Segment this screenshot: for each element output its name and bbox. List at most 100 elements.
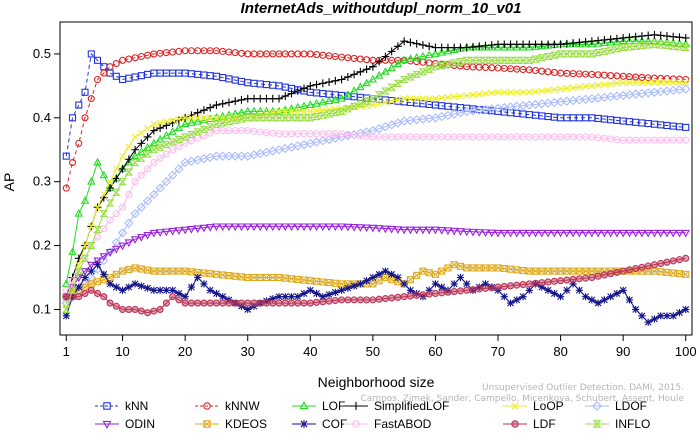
legend-marker-INFLO <box>592 420 602 428</box>
point-ODIN-99 <box>675 229 684 238</box>
point-SimplifiedLOF-97 <box>663 32 671 40</box>
point-LDF-56 <box>406 292 414 300</box>
point-SimplifiedLOF-35 <box>275 94 283 103</box>
point-COF-14 <box>144 284 152 292</box>
point-SimplifiedLOF-53 <box>387 47 396 56</box>
point-COF-23 <box>200 280 208 288</box>
point-ODIN-43 <box>324 223 334 232</box>
point-SimplifiedLOF-81 <box>562 39 571 48</box>
point-ODIN-21 <box>187 226 196 234</box>
point-INFLO-94 <box>643 41 653 49</box>
point-LoOP-81 <box>563 85 571 92</box>
point-SimplifiedLOF-17 <box>162 121 171 130</box>
point-LDF-44 <box>331 296 339 305</box>
point-ODIN-7 <box>99 253 109 261</box>
point-INFLO-29 <box>237 115 246 123</box>
point-INFLO-16 <box>155 143 165 151</box>
legend-item-ODIN: ODIN <box>95 417 155 431</box>
point-kNN-5 <box>87 50 95 58</box>
point-LDOF-18 <box>167 170 178 180</box>
point-LoOP-93 <box>638 79 646 87</box>
point-SimplifiedLOF-91 <box>625 33 634 42</box>
point-SimplifiedLOF-15 <box>149 126 158 135</box>
point-ODIN-67 <box>475 229 484 237</box>
point-LOF-32 <box>256 106 265 115</box>
point-LOF-90 <box>618 36 628 45</box>
point-SimplifiedLOF-67 <box>475 42 484 51</box>
point-LoOP-70 <box>494 88 502 96</box>
point-INFLO-79 <box>550 51 559 59</box>
point-INFLO-34 <box>268 114 278 122</box>
point-LOF-56 <box>406 54 415 62</box>
point-LDF-42 <box>319 298 327 306</box>
point-ODIN-11 <box>124 239 134 248</box>
point-SimplifiedLOF-98 <box>669 32 678 41</box>
point-COF-77 <box>538 283 546 291</box>
point-INFLO-50 <box>368 95 378 103</box>
point-LoOP-97 <box>663 79 671 87</box>
point-SimplifiedLOF-29 <box>237 96 246 104</box>
point-COF-97 <box>663 312 671 320</box>
point-INFLO-53 <box>387 83 396 91</box>
point-LOF-2 <box>68 247 77 255</box>
legend-marker-ODIN <box>102 420 112 429</box>
point-INFLO-61 <box>437 61 447 69</box>
series-markers-LOF <box>62 36 690 287</box>
point-ODIN-1 <box>62 293 71 302</box>
point-INFLO-31 <box>249 114 259 122</box>
point-COF-91 <box>625 296 634 304</box>
series-FastABOD <box>62 127 690 294</box>
point-LoOP-18 <box>169 116 177 124</box>
legend-marker-LDF <box>511 420 519 428</box>
point-LDF-57 <box>413 291 421 299</box>
point-COF-5 <box>87 267 95 275</box>
point-INFLO-39 <box>299 114 309 122</box>
point-ODIN-80 <box>556 229 565 238</box>
point-LDF-65 <box>463 286 471 294</box>
point-LDF-34 <box>269 299 277 307</box>
point-LDF-3 <box>75 293 83 301</box>
point-COF-93 <box>638 312 646 320</box>
point-COF-56 <box>406 286 415 294</box>
point-INFLO-63 <box>449 59 459 67</box>
point-ODIN-93 <box>637 229 647 238</box>
legend-item-SimplifiedLOF: SimplifiedLOF <box>344 399 449 413</box>
point-COF-4 <box>81 273 89 282</box>
point-ODIN-68 <box>481 229 490 238</box>
point-COF-47 <box>350 282 358 290</box>
point-ODIN-32 <box>256 223 265 232</box>
point-INFLO-14 <box>143 150 152 158</box>
point-ODIN-61 <box>437 227 446 235</box>
point-LDF-19 <box>175 296 183 304</box>
point-INFLO-3 <box>74 267 84 275</box>
point-ODIN-53 <box>387 225 396 234</box>
point-ODIN-64 <box>456 228 465 236</box>
point-LOF-95 <box>650 36 659 45</box>
point-INFLO-91 <box>625 43 634 51</box>
point-LDOF-4 <box>80 279 90 289</box>
point-LDF-87 <box>600 271 608 279</box>
point-LDOF-7 <box>99 255 109 266</box>
point-LDOF-100 <box>681 84 691 94</box>
point-COF-85 <box>588 296 596 304</box>
point-LOF-4 <box>80 196 90 204</box>
point-LDF-75 <box>525 280 533 288</box>
point-LDF-49 <box>363 296 371 304</box>
legend-marker-COF <box>300 420 308 428</box>
point-COF-19 <box>175 289 183 298</box>
point-kNNW-6 <box>93 75 102 84</box>
point-LDF-4 <box>81 289 89 298</box>
point-LOF-50 <box>368 74 378 83</box>
point-INFLO-2 <box>68 286 77 294</box>
point-ODIN-23 <box>199 224 209 233</box>
point-LDF-48 <box>356 296 364 304</box>
point-SimplifiedLOF-41 <box>312 80 321 89</box>
point-SimplifiedLOF-50 <box>368 62 377 71</box>
point-COF-51 <box>375 270 383 278</box>
point-INFLO-18 <box>168 138 177 146</box>
point-COF-20 <box>181 293 189 301</box>
point-LoOP-23 <box>200 114 208 122</box>
legend-item-LOF: LOF <box>292 399 345 413</box>
point-LOF-83 <box>575 39 584 48</box>
point-INFLO-51 <box>374 91 384 99</box>
